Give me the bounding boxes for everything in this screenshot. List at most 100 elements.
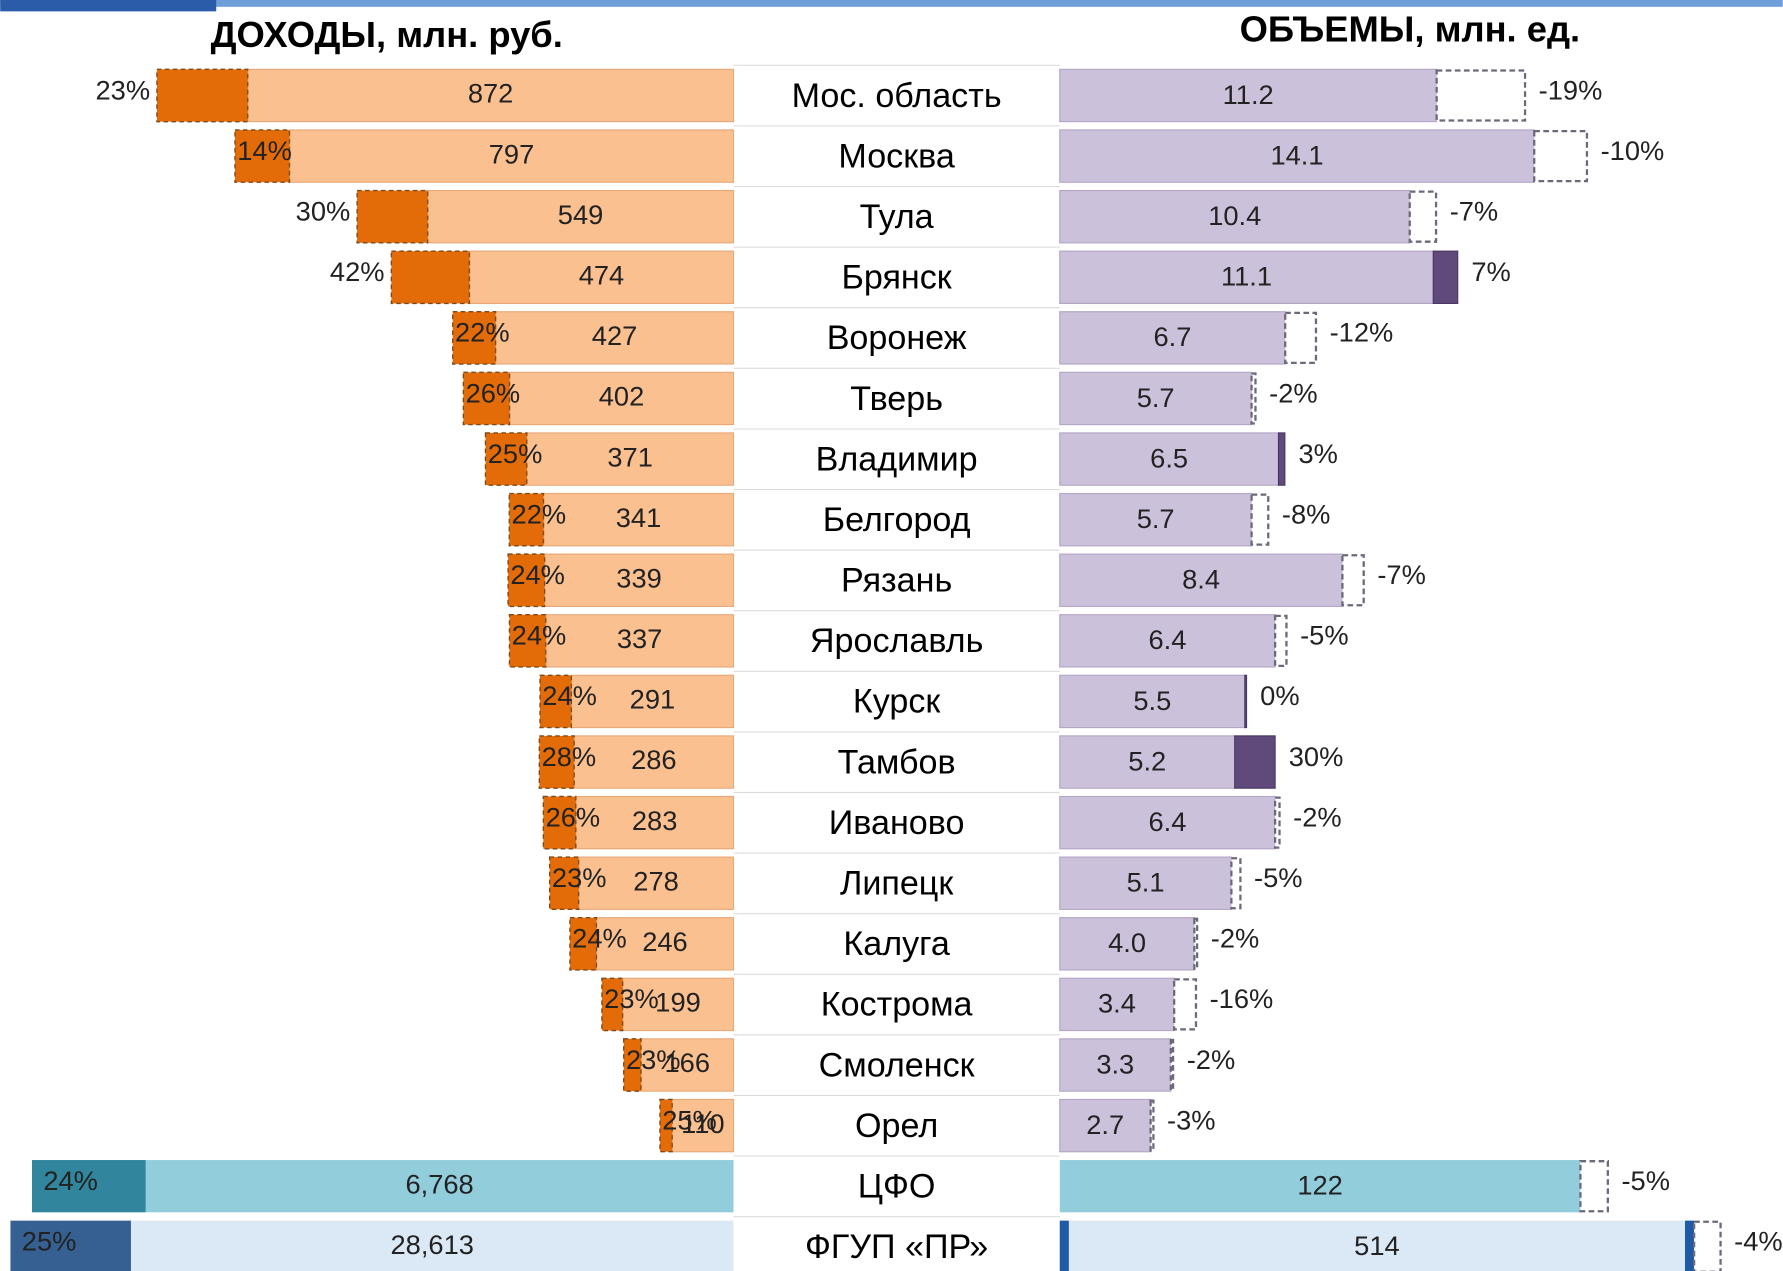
- volume-label: 122: [1297, 1170, 1343, 1201]
- revenue-growth-label: 22%: [512, 498, 567, 529]
- revenue-label: 291: [630, 684, 676, 715]
- revenue-growth-label: 26%: [546, 801, 601, 832]
- volume-label: 5.7: [1137, 503, 1175, 534]
- volume-label: 5.5: [1133, 685, 1171, 716]
- revenue-growth-label: 24%: [510, 559, 565, 590]
- volume-label: 14.1: [1270, 139, 1323, 170]
- category-label: Липецк: [840, 865, 954, 903]
- volume-change-bar: [1342, 555, 1363, 605]
- volume-change-bar: [1231, 858, 1240, 908]
- volume-label: 11.2: [1223, 79, 1274, 110]
- volume-change-label: -2%: [1187, 1044, 1236, 1075]
- volume-label: 5.1: [1127, 867, 1165, 898]
- volume-change-bar: [1410, 192, 1436, 242]
- volume-change-label: -5%: [1621, 1165, 1670, 1196]
- revenue-growth-label: 25%: [488, 438, 543, 469]
- revenue-growth-bar: [157, 69, 248, 121]
- volume-change-bar: [1174, 979, 1196, 1029]
- volume-change-bar: [1580, 1161, 1607, 1211]
- revenue-label: 6,768: [405, 1168, 473, 1199]
- volume-change-label: -2%: [1211, 923, 1260, 954]
- category-label: Мос. область: [792, 77, 1002, 115]
- revenue-growth-bar: [357, 191, 428, 243]
- volume-label: 6.7: [1154, 321, 1192, 352]
- category-label: Рязань: [841, 562, 952, 600]
- revenue-growth-label: 25%: [662, 1104, 717, 1135]
- revenue-label: 341: [616, 502, 662, 533]
- volume-change-bar: [1433, 251, 1457, 303]
- category-label: Иваново: [829, 804, 965, 842]
- volume-change-label: -2%: [1269, 377, 1318, 408]
- category-label: ЦФО: [858, 1167, 936, 1205]
- revenue-growth-label: 14%: [237, 135, 292, 166]
- volume-change-bar: [1694, 1222, 1720, 1271]
- volume-label: 2.7: [1086, 1109, 1124, 1140]
- volume-label: 514: [1354, 1230, 1400, 1261]
- revenue-growth-label: 23%: [552, 862, 607, 893]
- revenue-growth-label: 26%: [466, 377, 521, 408]
- category-label: Белгород: [823, 501, 971, 539]
- volume-change-label: -4%: [1734, 1226, 1783, 1257]
- volume-change-label: -5%: [1254, 862, 1302, 893]
- volume-change-bar: [1194, 919, 1197, 969]
- volume-change-label: 3%: [1298, 438, 1337, 469]
- revenue-label: 199: [655, 987, 701, 1018]
- revenue-growth-label: 25%: [22, 1226, 77, 1257]
- volume-change-bar: [1235, 736, 1275, 788]
- category-label: Кострома: [821, 986, 973, 1024]
- revenue-growth-label: 24%: [43, 1165, 98, 1196]
- revenue-label: 283: [632, 805, 678, 836]
- volume-bar-edge: [1060, 1221, 1069, 1271]
- volume-label: 5.7: [1137, 382, 1175, 413]
- volume-change-label: -12%: [1330, 317, 1394, 348]
- volume-change-bar: [1151, 1101, 1154, 1151]
- revenue-label: 549: [558, 199, 604, 230]
- category-label: Ярославль: [810, 622, 983, 660]
- volume-change-bar: [1437, 70, 1525, 120]
- revenue-label: 286: [631, 744, 677, 775]
- revenue-label: 371: [607, 441, 653, 472]
- volume-change-label: 7%: [1471, 256, 1510, 287]
- volume-label: 5.2: [1128, 745, 1166, 776]
- volume-label: 8.4: [1182, 564, 1220, 595]
- category-label: ФГУП «ПР»: [805, 1228, 988, 1266]
- category-label: Калуга: [843, 925, 949, 963]
- category-label: Орел: [855, 1107, 938, 1145]
- volume-change-label: -7%: [1450, 195, 1498, 226]
- volume-label: 4.0: [1108, 927, 1146, 958]
- revenue-growth-label: 24%: [572, 923, 627, 954]
- revenue-label: 339: [616, 562, 662, 593]
- volume-change-label: -7%: [1377, 559, 1426, 590]
- revenue-label: 28,613: [391, 1229, 474, 1260]
- revenue-growth-label: 23%: [604, 983, 659, 1014]
- revenue-growth-label: 30%: [296, 195, 351, 226]
- revenue-growth-label: 28%: [542, 741, 597, 772]
- volume-label: 6.4: [1148, 624, 1186, 655]
- revenue-growth-label: 24%: [512, 620, 567, 651]
- volume-change-label: -3%: [1167, 1104, 1216, 1135]
- left-title: ДОХОДЫ, млн. руб.: [211, 14, 563, 55]
- top-strip: [0, 0, 1783, 7]
- volume-change-label: 0%: [1260, 680, 1299, 711]
- volume-bar-edge: [1685, 1221, 1694, 1271]
- revenue-growth-label: 24%: [542, 680, 597, 711]
- volume-change-bar: [1285, 313, 1316, 363]
- revenue-label: 278: [633, 865, 679, 896]
- volume-label: 3.3: [1096, 1048, 1134, 1079]
- category-label: Тула: [860, 198, 934, 236]
- revenue-label: 474: [579, 259, 625, 290]
- category-label: Тамбов: [838, 743, 956, 781]
- volume-change-bar: [1534, 131, 1587, 181]
- volume-label: 11.1: [1221, 261, 1272, 292]
- volume-label: 6.5: [1150, 442, 1188, 473]
- volume-change-label: 30%: [1289, 741, 1344, 772]
- volume-change-bar: [1171, 1040, 1173, 1090]
- volume-change-bar: [1252, 495, 1269, 545]
- revenue-growth-label: 23%: [95, 74, 150, 105]
- revenue-label: 337: [617, 623, 663, 654]
- revenue-growth-label: 42%: [330, 256, 385, 287]
- revenue-growth-bar: [391, 251, 469, 303]
- volume-label: 3.4: [1098, 988, 1136, 1019]
- volume-label: 6.4: [1148, 806, 1186, 837]
- revenue-label: 872: [468, 78, 514, 109]
